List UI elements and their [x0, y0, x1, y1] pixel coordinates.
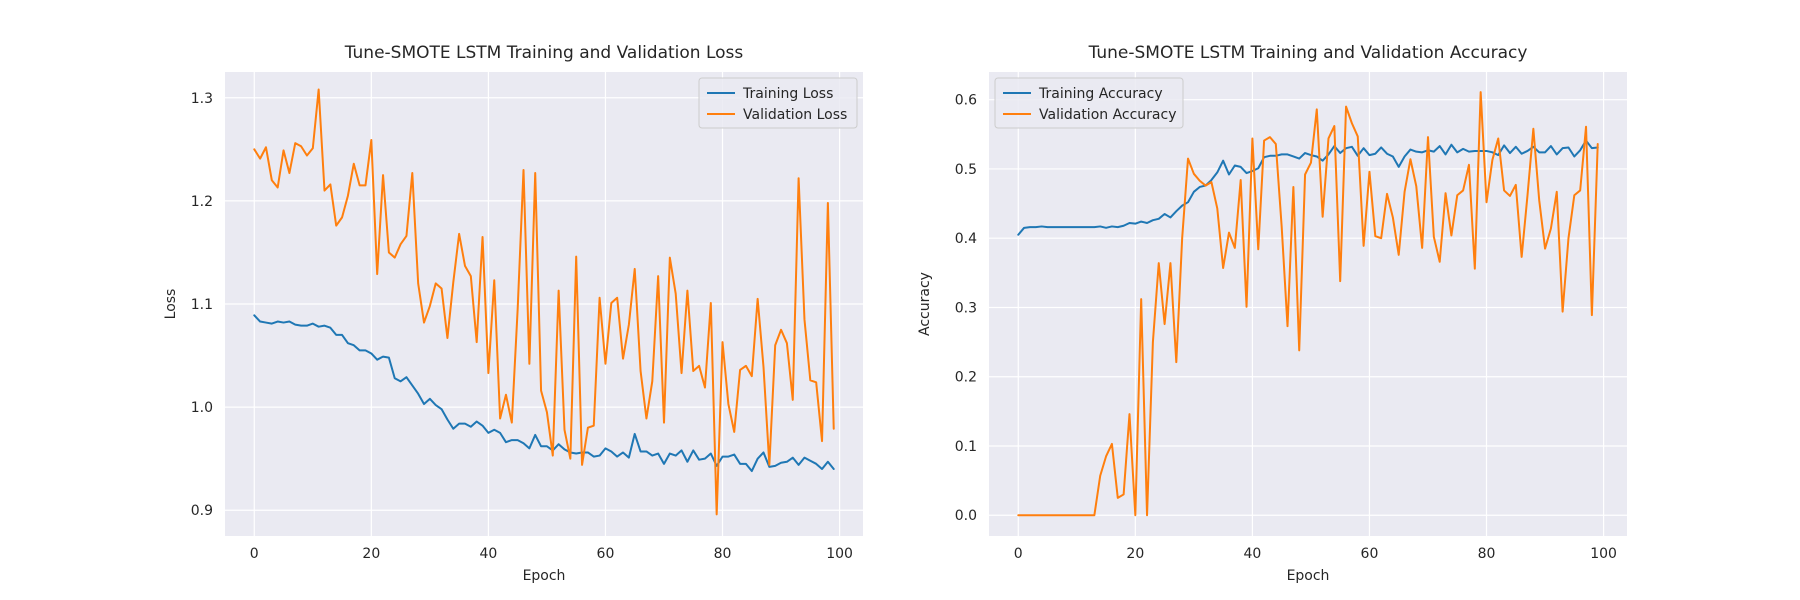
legend-box [994, 77, 1184, 129]
legend-entry: Validation Loss [743, 107, 847, 123]
y-tick-label: 0.9 [191, 503, 213, 519]
legend-entry: Training Accuracy [1038, 86, 1163, 102]
x-tick-label: 20 [362, 546, 380, 562]
y-tick-label: 0.2 [955, 370, 977, 386]
y-tick-label: 1.1 [191, 297, 213, 313]
chart-title: Tune-SMOTE LSTM Training and Validation … [344, 43, 744, 63]
x-axis-label: Epoch [523, 568, 566, 584]
chart-1: 0 20 40 60 80 100 0.9 1.0 1.1 1.2 1.3 Tune-SMOTE LS… [163, 43, 863, 584]
plot-area [989, 72, 1627, 536]
x-tick-label: 100 [826, 546, 853, 562]
x-tick-label: 40 [479, 546, 497, 562]
series-line-training-accuracy [1017, 139, 1599, 236]
x-tick-label: 80 [714, 546, 732, 562]
x-tick-label: 60 [1361, 546, 1379, 562]
y-tick-label: 0.0 [955, 508, 977, 524]
y-tick-label: 0.1 [955, 439, 977, 455]
y-tick-label: 1.2 [191, 194, 213, 210]
y-tick-label: 0.6 [955, 93, 977, 109]
chart-2: 0 20 40 60 80 100 0.0 0.1 0.2 0.3 0.4 0.5 0.6 Tune-SM… [917, 43, 1627, 584]
series-line-training-loss [253, 314, 835, 473]
x-tick-label: 40 [1243, 546, 1261, 562]
series-line-validation-accuracy [1017, 91, 1599, 517]
y-axis-label: Loss [163, 289, 179, 320]
x-tick-label: 60 [597, 546, 615, 562]
x-axis-label: Epoch [1287, 568, 1330, 584]
chart-title: Tune-SMOTE LSTM Training and Validation … [1088, 43, 1528, 63]
y-tick-label: 1.3 [191, 91, 213, 107]
y-tick-label: 0.3 [955, 300, 977, 316]
series-line-validation-loss [253, 88, 835, 516]
y-tick-label: 0.4 [955, 231, 977, 247]
x-tick-label: 0 [250, 546, 259, 562]
legend-box [698, 77, 858, 129]
x-tick-label: 80 [1478, 546, 1496, 562]
x-tick-label: 20 [1126, 546, 1144, 562]
legend: Training Loss Validation Loss [698, 77, 858, 129]
legend: Training Accuracy Validation Accuracy [994, 77, 1184, 129]
legend-entry: Validation Accuracy [1039, 107, 1177, 123]
y-axis-label: Accuracy [917, 272, 933, 336]
y-tick-label: 1.0 [191, 400, 213, 416]
x-tick-label: 0 [1014, 546, 1023, 562]
x-tick-label: 100 [1590, 546, 1617, 562]
y-tick-label: 0.5 [955, 162, 977, 178]
legend-entry: Training Loss [742, 86, 833, 102]
